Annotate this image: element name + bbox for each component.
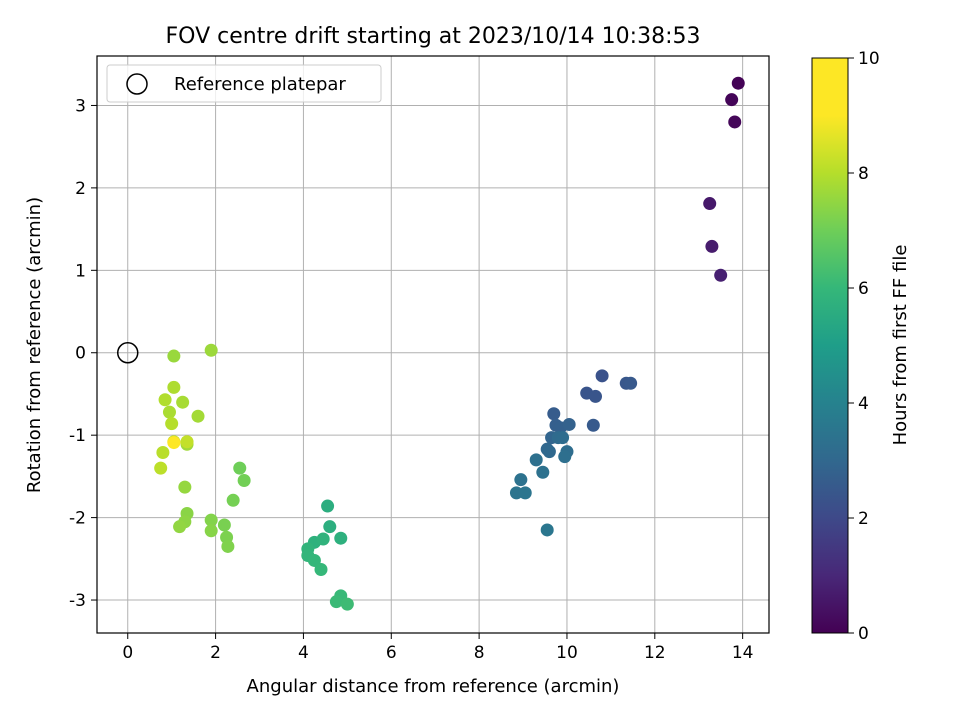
data-point [705, 239, 719, 253]
colorbar-label: Hours from first FF file [890, 245, 911, 446]
data-point [725, 93, 739, 107]
data-point [316, 532, 330, 546]
data-point [595, 369, 609, 383]
legend-box [106, 64, 382, 103]
data-point [204, 524, 218, 538]
data-point [340, 597, 354, 611]
colorbar: 0 2 4 6 8 10 Hours from first FF file [811, 49, 911, 644]
data-point [158, 393, 172, 407]
y-tick-label: 2 [75, 179, 86, 199]
data-point [536, 465, 550, 479]
x-tick-label: 4 [298, 643, 309, 663]
data-point [514, 473, 528, 487]
data-point [547, 407, 561, 421]
data-point [165, 417, 179, 431]
data-point [714, 268, 728, 282]
y-axis-label: Rotation from reference (arcmin) [24, 197, 45, 493]
data-point [731, 76, 745, 90]
data-point [518, 486, 532, 500]
y-tick-label: 0 [75, 344, 86, 364]
data-point [217, 518, 231, 532]
chart-title: FOV centre drift starting at 2023/10/14 … [166, 24, 701, 49]
data-point [204, 513, 218, 527]
data-point [556, 431, 570, 445]
data-point [156, 445, 170, 459]
x-tick-label: 8 [474, 643, 485, 663]
x-tick-label: 6 [386, 643, 397, 663]
data-point [173, 520, 187, 534]
reference-marker [116, 341, 139, 364]
colorbar-tick-label: 10 [858, 49, 880, 69]
data-point [154, 461, 168, 475]
y-tick-label: 1 [75, 261, 86, 281]
legend: Reference platepar [106, 64, 382, 103]
data-point [162, 405, 176, 419]
y-tick-label: 3 [75, 96, 86, 116]
data-point [178, 480, 192, 494]
data-point [589, 389, 603, 403]
data-point [176, 395, 190, 409]
data-point [321, 499, 335, 513]
x-axis-label: Angular distance from reference (arcmin) [247, 676, 620, 697]
data-point [221, 539, 235, 553]
data-point [558, 450, 572, 464]
data-point [237, 474, 251, 488]
data-point [334, 531, 348, 545]
data-point [191, 409, 205, 423]
y-tick-label: -1 [69, 426, 86, 446]
data-point [307, 553, 321, 567]
data-points [116, 76, 745, 611]
data-point [314, 563, 328, 577]
x-tick-label: 0 [122, 643, 133, 663]
data-point [586, 418, 600, 432]
data-point [728, 115, 742, 129]
grid [97, 56, 769, 633]
colorbar-tick-label: 8 [858, 164, 869, 184]
x-tick-label: 2 [210, 643, 221, 663]
colorbar-tick-label: 0 [858, 624, 869, 644]
y-tick-label: -2 [69, 509, 86, 529]
data-point [329, 595, 343, 609]
data-point [167, 380, 181, 394]
data-point [233, 461, 247, 475]
plot-frame [96, 55, 770, 634]
colorbar-tick-label: 6 [858, 279, 869, 299]
data-point [180, 435, 194, 449]
legend-entry: Reference platepar [174, 74, 346, 95]
colorbar-tick-label: 2 [858, 509, 869, 529]
colorbar-tick-label: 4 [858, 394, 869, 414]
x-tick-label: 10 [556, 643, 578, 663]
colorbar-gradient [811, 57, 849, 634]
data-point [226, 493, 240, 507]
data-point [703, 197, 717, 211]
y-tick-label: -3 [69, 591, 86, 611]
x-tick-label: 12 [644, 643, 666, 663]
data-point [167, 436, 181, 450]
data-point [562, 417, 576, 431]
legend-marker [126, 73, 148, 95]
data-point [323, 520, 337, 534]
data-point [624, 376, 638, 390]
data-point [542, 445, 556, 459]
data-point [167, 349, 181, 363]
data-point [204, 343, 218, 357]
x-tick-label: 14 [732, 643, 754, 663]
data-point [540, 523, 554, 537]
data-point [529, 453, 543, 467]
colorbar-ticks: 0 2 4 6 8 10 [848, 49, 880, 644]
